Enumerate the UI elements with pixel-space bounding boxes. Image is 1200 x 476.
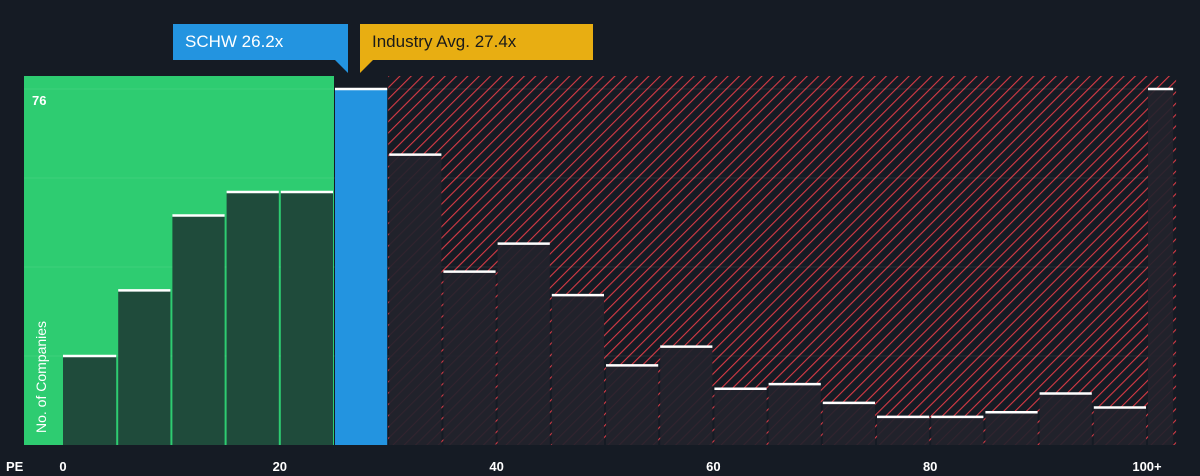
x-tick-label: 100+	[1132, 459, 1162, 474]
histogram-bar	[63, 356, 117, 445]
histogram-bar	[226, 192, 279, 445]
histogram-bar	[1039, 393, 1092, 445]
x-tick-label: 60	[706, 459, 720, 474]
x-axis-label: PE	[6, 459, 24, 474]
histogram-bar	[172, 215, 225, 445]
histogram-bar	[389, 154, 442, 445]
x-tick-label: 40	[489, 459, 503, 474]
histogram-bar	[931, 416, 984, 445]
histogram-bar	[551, 295, 604, 445]
x-ticks: 0 20 40 60 80 100+	[59, 459, 1162, 474]
histogram-bar	[1093, 407, 1146, 445]
x-tick-label: 20	[273, 459, 287, 474]
y-max-label: 76	[32, 93, 46, 108]
histogram-bar	[280, 192, 333, 445]
industry-avg-callout: Industry Avg. 27.4x	[360, 24, 593, 73]
histogram-bar	[118, 290, 171, 445]
y-axis-label: No. of Companies	[33, 321, 49, 433]
histogram-bar	[985, 412, 1038, 445]
histogram-bar	[606, 365, 659, 445]
histogram-bar	[714, 388, 767, 445]
histogram-bar	[822, 402, 875, 445]
histogram-bar	[497, 243, 550, 445]
x-tick-label: 0	[59, 459, 66, 474]
histogram-bar	[768, 384, 821, 445]
company-pe-callout: SCHW 26.2x	[173, 24, 348, 73]
histogram-bar	[335, 89, 388, 445]
histogram-bar	[660, 346, 713, 445]
histogram-bar	[877, 416, 930, 445]
histogram-bar	[443, 271, 496, 445]
bars	[63, 87, 1174, 445]
histogram-bar	[1148, 89, 1174, 445]
x-tick-label: 80	[923, 459, 937, 474]
